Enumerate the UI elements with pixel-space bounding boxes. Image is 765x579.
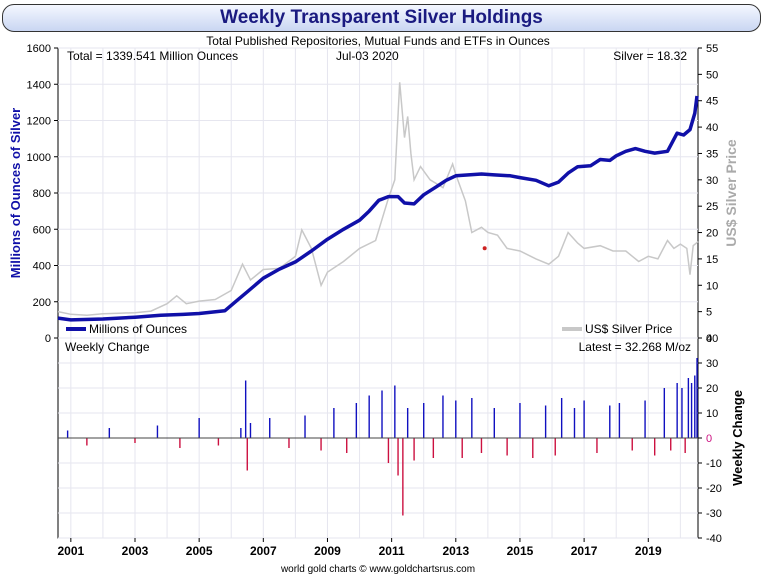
y2-tick-label: 55 [706, 43, 718, 55]
y-axis-title: Millions of Ounces of Silver [8, 108, 23, 278]
y2-tick-label: 35 [706, 148, 718, 160]
lower-y-tick-label: 40 [706, 333, 718, 345]
y2-tick-label: 5 [706, 307, 712, 319]
y-tick-label: 400 [33, 261, 51, 273]
x-tick-label: 2017 [571, 544, 598, 558]
marker-group [482, 246, 487, 251]
y-tick-label: 0 [45, 333, 51, 345]
y-tick-label: 1600 [27, 43, 51, 55]
series-line-silver-price [57, 82, 699, 317]
y2-tick-label: 40 [706, 122, 718, 134]
legend-label-silver-price: US$ Silver Price [585, 322, 673, 336]
y-tick-label: 200 [33, 297, 51, 309]
chart-title: Weekly Transparent Silver Holdings [220, 7, 543, 28]
lower-y-tick-label: 20 [706, 383, 718, 395]
info-total: Total = 1339.541 Million Ounces [67, 49, 238, 63]
info-silver-price: Silver = 18.32 [613, 49, 687, 63]
lower-y-tick-label: 10 [706, 408, 718, 420]
y2-tick-label: 0 [706, 333, 712, 345]
y2-axis-title: US$ Silver Price [723, 139, 739, 247]
y2-tick-label: 20 [706, 228, 718, 240]
y-tick-label: 800 [33, 188, 51, 200]
lower-y-axis-title: Weekly Change [730, 390, 745, 486]
x-tick-label: 2015 [507, 544, 534, 558]
y2-tick-label: 30 [706, 175, 718, 187]
x-tick-label: 2009 [314, 544, 341, 558]
y2-tick-label: 15 [706, 254, 718, 266]
chart-subtitle: Total Published Repositories, Mutual Fun… [206, 34, 550, 48]
source-credit: world gold charts © www.goldchartsrus.co… [280, 564, 475, 575]
x-axis: 2001 2003 2005 2007 2009 2011 2013 2015 2017 2019 [57, 538, 662, 558]
chart-title-bar: Weekly Transparent Silver Holdings [2, 4, 761, 32]
y-tick-label: 1200 [27, 116, 51, 128]
y2-tick-label: 45 [706, 96, 718, 108]
info-date: Jul-03 2020 [336, 49, 399, 63]
chart-marker [482, 246, 487, 251]
lower-y-tick-label: -40 [706, 533, 722, 545]
upper-left-axis: 0 200 400 600 800 1000 1200 1400 1600 [27, 43, 58, 345]
lower-y-tick-label: 0 [706, 433, 712, 445]
x-tick-label: 2013 [442, 544, 469, 558]
series-line-holdings [57, 95, 699, 322]
x-tick-label: 2003 [122, 544, 149, 558]
y2-tick-label: 10 [706, 280, 718, 292]
y2-tick-label: 25 [706, 201, 718, 213]
lower-y-tick-label: 30 [706, 358, 718, 370]
x-tick-label: 2001 [57, 544, 84, 558]
weekly-change-bars [66, 358, 698, 516]
y-tick-label: 1400 [27, 79, 51, 91]
lower-y-tick-label: -20 [706, 483, 722, 495]
lower-right-axis: 40 30 20 10 0 -10 -20 -30 -40 [698, 333, 722, 545]
latest-change-label: Latest = 32.268 M/oz [579, 340, 691, 354]
lower-y-tick-label: -10 [706, 458, 722, 470]
y-tick-label: 600 [33, 224, 51, 236]
legend-label-holdings: Millions of Ounces [89, 322, 187, 336]
lower-y-tick-label: -30 [706, 508, 722, 520]
x-tick-label: 2019 [635, 544, 662, 558]
x-tick-label: 2005 [186, 544, 213, 558]
x-tick-label: 2007 [250, 544, 277, 558]
y-tick-label: 1000 [27, 152, 51, 164]
upper-right-axis: 0 5 10 15 20 25 30 35 40 45 50 55 [698, 43, 718, 345]
x-tick-label: 2011 [379, 544, 405, 558]
weekly-change-label: Weekly Change [65, 340, 150, 354]
y2-tick-label: 50 [706, 69, 718, 81]
